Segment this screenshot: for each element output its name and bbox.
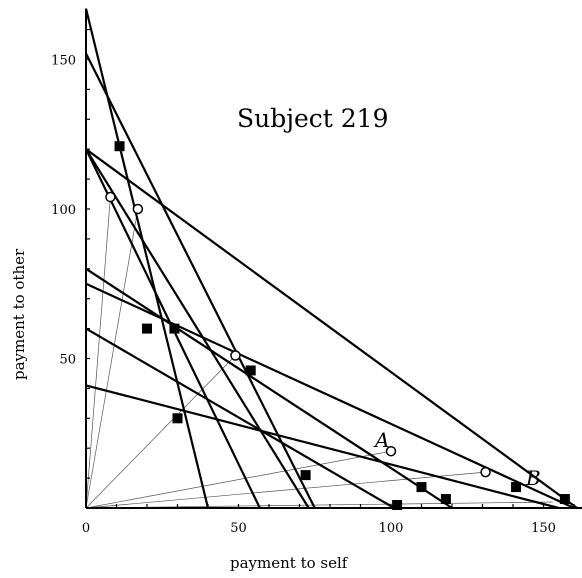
- x-axis-title: payment to self: [230, 554, 349, 572]
- budget-line-8: [85, 148, 310, 509]
- budget-line-6: [85, 282, 575, 509]
- y-tick-label: 100: [51, 203, 76, 218]
- annotation-A: A: [373, 428, 389, 452]
- budget-line-7: [85, 148, 578, 509]
- x-tick-label: 150: [531, 521, 556, 536]
- point-group: [105, 141, 570, 511]
- filled-square-point: [440, 494, 451, 505]
- budget-line-2: [85, 53, 316, 509]
- filled-square-point: [559, 494, 570, 505]
- y-tick-label: 150: [51, 54, 76, 69]
- y-tick-label: 50: [59, 353, 76, 368]
- open-circle-point: [385, 445, 397, 457]
- filled-square-point: [392, 500, 403, 511]
- filled-square-point: [245, 365, 256, 376]
- open-circle-point: [480, 466, 491, 478]
- filled-square-point: [416, 482, 427, 493]
- budget-line-3: [85, 327, 395, 509]
- budget-line-4: [85, 267, 453, 509]
- ray-line-4: [85, 471, 486, 509]
- y-axis-title: payment to other: [10, 248, 28, 380]
- budget-line-5: [85, 384, 560, 510]
- annotation-B: B: [525, 466, 541, 490]
- filled-square-point: [172, 413, 183, 424]
- axes: [85, 8, 582, 509]
- filled-square-point: [511, 482, 522, 493]
- filled-square-point: [142, 323, 152, 334]
- ray-line-3: [85, 450, 392, 509]
- ray-line-1: [85, 208, 139, 509]
- x-tick-label: 0: [82, 521, 90, 536]
- ray-line-0: [85, 197, 111, 509]
- filled-square-point: [300, 470, 311, 481]
- budget-line-group: [84, 8, 578, 510]
- x-tick-label: 50: [230, 521, 247, 536]
- filled-square-point: [169, 323, 180, 334]
- ray-group: [85, 197, 553, 509]
- open-circle-point: [132, 203, 144, 215]
- open-circle-point: [105, 191, 116, 203]
- x-tick-label: 100: [379, 521, 404, 536]
- filled-square-point: [114, 141, 125, 152]
- ray-line-2: [85, 355, 236, 509]
- chart-title: Subject 219: [237, 104, 389, 133]
- open-circle-point: [230, 350, 241, 361]
- annotation-group: AB: [373, 428, 541, 490]
- tick-group: 0 50 100 150 50 100 150: [51, 29, 575, 536]
